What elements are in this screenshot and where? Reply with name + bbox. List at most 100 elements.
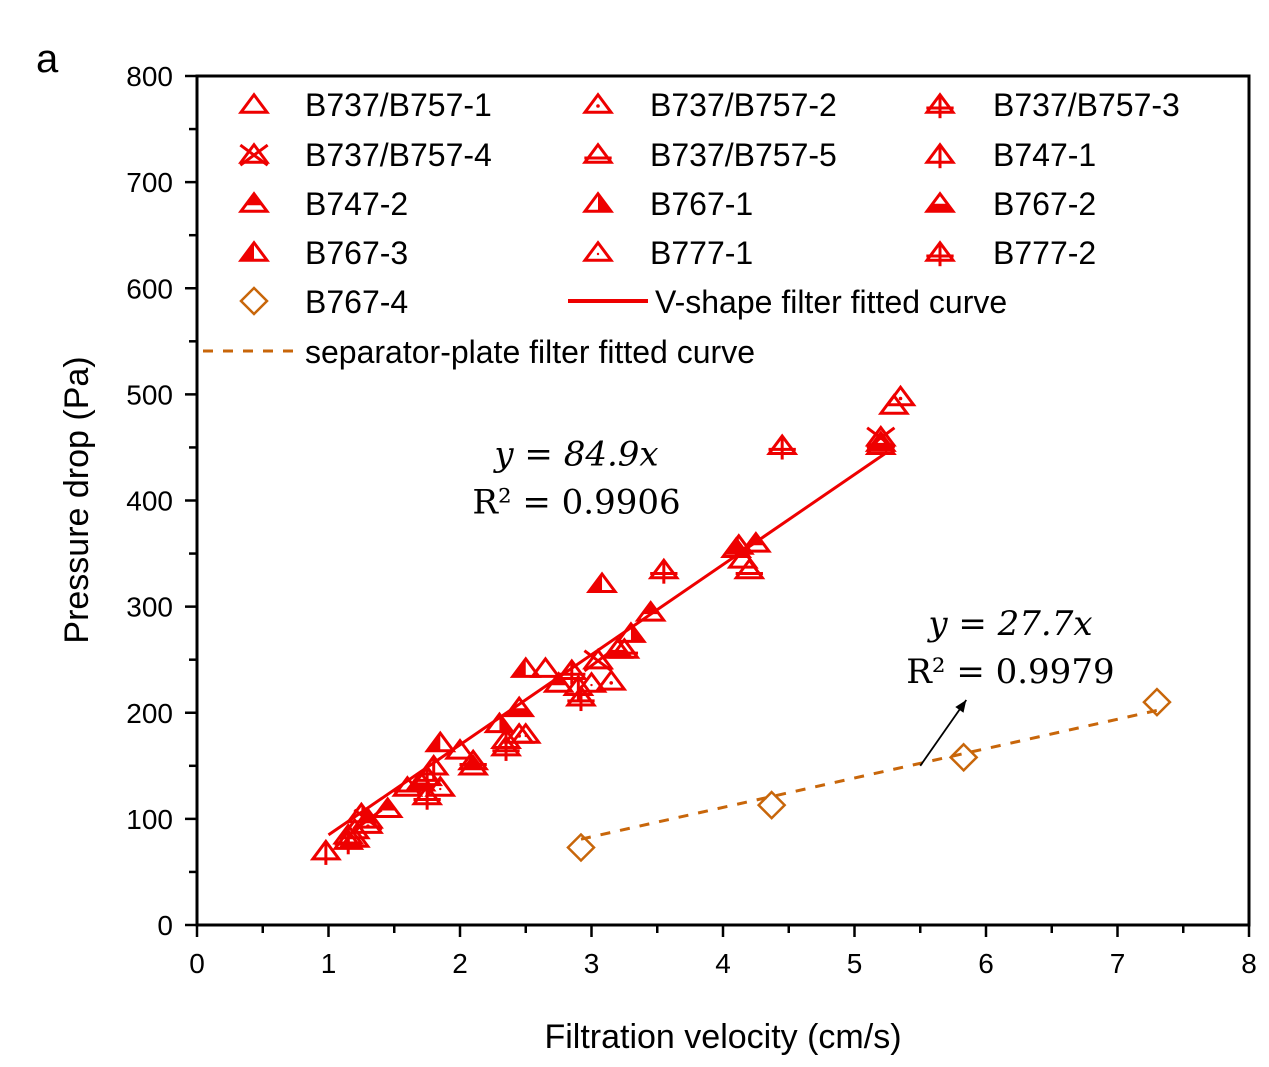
data-point (884, 384, 917, 407)
data-point (332, 828, 365, 855)
triangle-outline (457, 754, 490, 776)
triangle-fill (550, 673, 568, 686)
triangle-outline (582, 647, 615, 670)
y-tick-label: 300 (126, 592, 173, 623)
legend-item: B737/B757-4 (238, 137, 492, 173)
data-point (634, 600, 667, 622)
legend-label: B737/B757-2 (650, 87, 837, 123)
triangle-outline (345, 801, 378, 824)
x-tick-label: 6 (978, 948, 994, 979)
legend-label: B767-2 (993, 186, 1096, 222)
triangle-x-stroke (239, 143, 269, 167)
legend-label: V-shape filter fitted curve (655, 284, 1007, 320)
legend-item: separator-plate filter fitted curve (203, 334, 755, 370)
triangle-fill (245, 193, 263, 206)
data-point (739, 531, 772, 553)
marker-triangle-right-filled (582, 191, 614, 213)
data-point (766, 433, 799, 460)
fit-equation-label: y = 27.7x (926, 604, 1092, 644)
marker-triangle-vbar (924, 142, 956, 169)
triangle-outline (614, 621, 647, 643)
data-point (614, 621, 647, 643)
data-point (457, 754, 490, 776)
data-point (566, 832, 596, 863)
legend-label: B737/B757-4 (305, 137, 492, 173)
y-tick-label: 800 (126, 61, 173, 92)
legend-item: B747-2 (238, 186, 408, 222)
data-point (309, 838, 342, 865)
data-point (564, 685, 597, 712)
triangle-fill (642, 602, 660, 615)
diamond-shape (1142, 687, 1172, 717)
x-tick-label: 7 (1110, 948, 1126, 979)
data-point (490, 734, 523, 761)
data-point (733, 557, 766, 580)
x-tick-label: 4 (715, 948, 731, 979)
data-point (575, 671, 608, 693)
series-b767-1 (345, 536, 753, 824)
triangle-outline (575, 671, 608, 693)
x-tick-label: 2 (452, 948, 468, 979)
fit-r2-label: R² = 0.9906 (472, 482, 680, 522)
data-point (756, 790, 787, 820)
triangle-fill (604, 649, 631, 658)
legend-label: B737/B757-3 (993, 87, 1180, 123)
triangle-dot (596, 252, 600, 256)
diamond-shape (948, 742, 979, 773)
legend-item: B767-4 (239, 284, 408, 320)
legend-label: separator-plate filter fitted curve (305, 334, 755, 370)
y-axis: 0 100 200 300 400 500 600 700 800 (126, 61, 197, 941)
data-point (503, 695, 536, 718)
y-tick-label: 700 (126, 167, 173, 198)
data-point (1142, 687, 1172, 717)
triangle-outline (733, 557, 766, 580)
triangle-dot (590, 683, 593, 687)
data-point (555, 658, 588, 685)
triangle-outline (582, 92, 614, 114)
data-point (948, 742, 979, 773)
x-tick-label: 3 (584, 948, 600, 979)
x-axis: 0 1 2 3 4 5 6 7 8 (189, 925, 1257, 979)
y-tick-label: 500 (126, 379, 173, 410)
triangle-outline (503, 695, 536, 718)
triangle-outline (238, 240, 270, 262)
data-point (509, 656, 542, 678)
triangle-fill (927, 203, 953, 212)
legend-label: B767-4 (305, 284, 408, 320)
triangle-outline (634, 600, 667, 622)
legend-item: B737/B757-2 (582, 87, 837, 123)
series-b767-3 (424, 533, 755, 753)
triangle-outline (582, 240, 614, 262)
triangle-outline (371, 796, 404, 818)
data-point (542, 671, 575, 693)
legend-item: B737/B757-1 (238, 87, 492, 123)
triangle-fill (747, 533, 765, 546)
triangle-dot (898, 396, 903, 401)
legend-item: V-shape filter fitted curve (568, 284, 1007, 320)
data-point (424, 775, 457, 797)
triangle-fill (867, 442, 894, 451)
legend-item: B767-3 (238, 235, 408, 271)
legend-label: B747-1 (993, 137, 1096, 173)
legend-item: B737/B757-3 (924, 87, 1180, 123)
triangle-outline (238, 191, 270, 213)
triangle-outline (238, 92, 270, 114)
triangle-outline (238, 142, 270, 164)
legend-item: B747-1 (924, 137, 1096, 173)
triangle-dot (596, 104, 600, 108)
triangle-outline (582, 142, 614, 164)
x-tick-label: 0 (189, 948, 205, 979)
triangle-dot (439, 787, 442, 791)
triangle-outline (542, 671, 575, 693)
data-point (417, 754, 450, 781)
legend-label: B767-1 (650, 186, 753, 222)
data-point (371, 796, 404, 818)
data-point (722, 533, 755, 555)
fit-r2-label: R² = 0.9979 (906, 652, 1114, 692)
data-point (529, 656, 562, 678)
triangle-dot (609, 681, 614, 685)
triangle-outline (424, 730, 457, 753)
diamond-shape (239, 286, 269, 316)
triangle-outline (924, 191, 956, 213)
data-point (411, 783, 444, 810)
